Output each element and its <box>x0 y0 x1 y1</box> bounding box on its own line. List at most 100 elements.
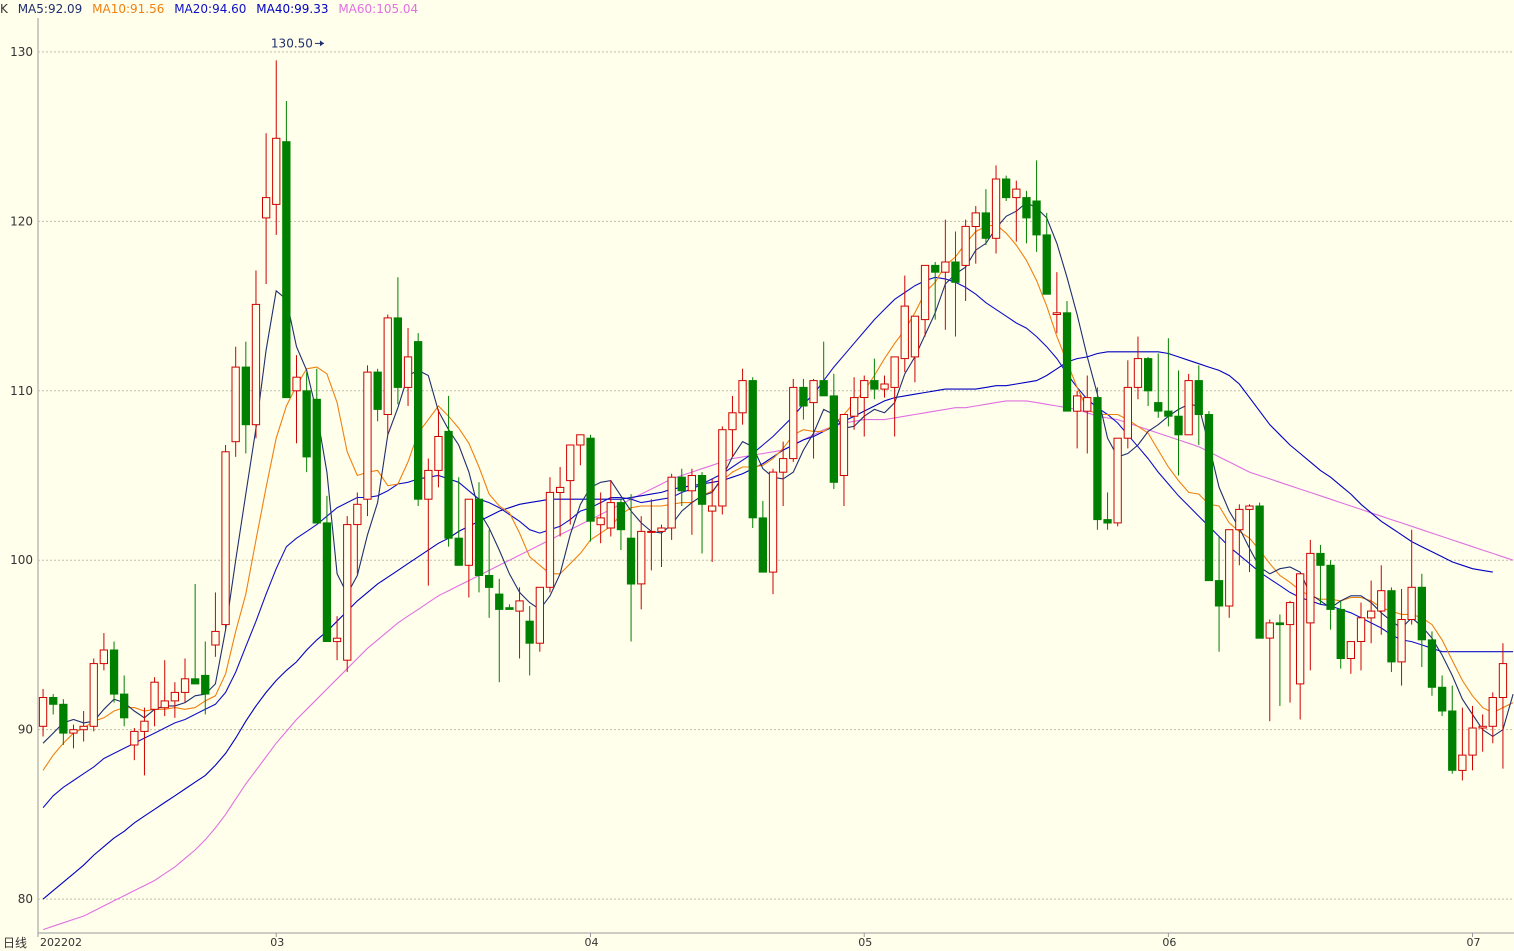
ytick-label-100: 100 <box>10 553 33 567</box>
candle <box>1113 437 1122 527</box>
candle <box>596 492 605 544</box>
candle-body <box>576 434 585 446</box>
candle-body <box>444 430 453 539</box>
legend-ma5: MA5:92.09 <box>17 2 83 16</box>
candle-body <box>1377 590 1386 612</box>
candle-body <box>1154 402 1163 412</box>
candle-body <box>272 137 281 205</box>
candle-body <box>109 649 119 695</box>
candle-body <box>454 537 463 566</box>
candle-body <box>1346 641 1355 659</box>
candle-body <box>1326 564 1335 610</box>
candle-body <box>870 380 879 390</box>
candle <box>768 468 778 595</box>
candle-body <box>1002 178 1011 199</box>
candle <box>312 368 321 524</box>
candle-body <box>900 305 909 360</box>
candle <box>1062 300 1072 412</box>
candle-body <box>221 451 230 626</box>
candle <box>383 314 392 435</box>
candle <box>201 641 210 715</box>
candle-body <box>758 517 768 573</box>
xtick-label-04: 04 <box>585 936 599 949</box>
candle-body <box>1032 200 1041 236</box>
candle-body <box>1417 586 1426 641</box>
candle <box>505 604 514 610</box>
candle <box>343 516 352 673</box>
candle-body <box>687 475 697 492</box>
ma5-line <box>42 202 1514 744</box>
candle <box>1052 272 1061 334</box>
candle <box>221 445 230 630</box>
candle <box>464 498 474 598</box>
candle-body <box>799 386 808 407</box>
candle <box>130 727 139 761</box>
candle <box>860 375 869 437</box>
candle-body <box>170 691 179 702</box>
candle <box>708 478 717 562</box>
candle-body <box>839 414 849 476</box>
period-label[interactable]: 日线 <box>3 936 28 950</box>
candle <box>728 395 737 457</box>
candle <box>667 473 676 540</box>
candle <box>38 689 48 737</box>
candle-body <box>59 703 68 734</box>
candle <box>606 480 615 537</box>
candle-body <box>708 505 717 512</box>
candle-body <box>282 141 291 399</box>
candle-body <box>383 317 392 415</box>
candle-body <box>880 383 889 390</box>
candle-body <box>1083 397 1092 412</box>
extreme-label: 130.50 <box>271 36 313 50</box>
candle-body <box>1478 725 1487 729</box>
candle-body <box>353 503 362 526</box>
candle <box>1093 387 1102 530</box>
candle-body <box>1488 697 1497 727</box>
ytick-label-120: 120 <box>10 214 33 228</box>
candle-body <box>1235 508 1244 531</box>
candle-body <box>1438 686 1447 712</box>
candle <box>1012 180 1021 242</box>
candle <box>850 377 859 430</box>
candle-body <box>1164 410 1173 417</box>
candle-body <box>140 720 149 732</box>
candle <box>809 378 818 459</box>
candle <box>1032 160 1041 252</box>
candle <box>779 441 788 506</box>
candle-body <box>160 700 169 709</box>
candle <box>282 101 291 399</box>
candle <box>647 499 656 571</box>
candle <box>1356 602 1366 671</box>
candle-body <box>1133 358 1143 388</box>
candle <box>1427 631 1437 696</box>
candle <box>262 133 271 285</box>
candle <box>109 641 119 703</box>
ma-legend: K MA5:92.09 MA10:91.56 MA20:94.60 MA40:9… <box>0 2 424 18</box>
candle <box>1336 600 1345 669</box>
candle <box>363 365 372 517</box>
xtick-label-03: 03 <box>270 936 284 949</box>
candle <box>1022 190 1031 244</box>
candle-body <box>434 436 443 471</box>
candle <box>99 633 108 671</box>
candle <box>79 711 88 742</box>
candle-body <box>373 371 382 410</box>
candle-body <box>120 693 129 719</box>
candle-body <box>464 498 474 566</box>
candle-body <box>961 225 970 266</box>
candle-body <box>262 197 271 219</box>
candle <box>971 206 980 264</box>
candle <box>89 658 98 732</box>
ma20-line <box>42 276 1514 808</box>
candle-body <box>991 178 1001 239</box>
candle <box>1275 614 1284 706</box>
candle-body <box>211 630 220 646</box>
candle <box>910 315 920 383</box>
candle <box>332 616 342 661</box>
candle <box>545 477 555 593</box>
candle-body <box>920 264 930 321</box>
candle <box>789 378 798 462</box>
candle-body <box>292 376 301 392</box>
candle <box>485 529 494 618</box>
